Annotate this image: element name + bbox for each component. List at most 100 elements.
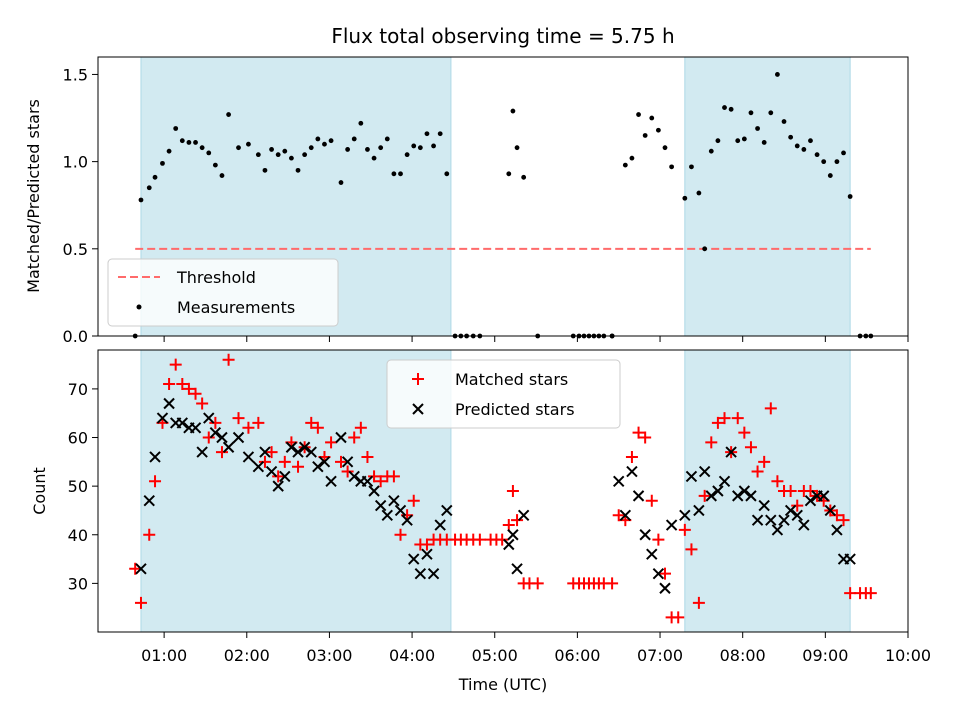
- matched-star-point: [791, 499, 804, 512]
- predicted-star-point: [401, 514, 413, 526]
- matched-star-point: [698, 489, 711, 502]
- predicted-star-point: [265, 465, 278, 478]
- x-tick-label: 04:00: [389, 646, 435, 665]
- matched-star-point: [705, 436, 718, 449]
- matched-star-point: [387, 470, 400, 483]
- predicted-star-point: [361, 475, 374, 487]
- count-points: [129, 353, 877, 624]
- matched-star-point: [222, 353, 235, 366]
- measurement-point: [226, 112, 231, 117]
- matched-star-point: [265, 446, 278, 459]
- measurement-point: [358, 120, 364, 126]
- matched-star-point: [169, 358, 182, 371]
- measurement-point: [365, 147, 370, 152]
- measurement-point: [622, 162, 628, 168]
- matched-star-point: [242, 421, 255, 434]
- matched-star-point: [473, 533, 486, 546]
- matched-star-point: [864, 587, 877, 600]
- predicted-star-point: [698, 465, 711, 478]
- measurement-point: [841, 150, 846, 156]
- predicted-star-point: [517, 509, 530, 522]
- predicted-star-point: [613, 475, 625, 487]
- predicted-star-point: [348, 470, 360, 483]
- measurement-point: [514, 145, 520, 151]
- predicted-star-point: [659, 582, 671, 594]
- measurement-point: [152, 174, 158, 180]
- matched-star-point: [784, 485, 797, 497]
- predicted-star-point: [745, 490, 757, 502]
- predicted-star-point: [765, 514, 777, 526]
- matched-star-point: [335, 455, 347, 468]
- x-axis-label: Time (UTC): [458, 675, 547, 694]
- measurements-legend-icon: [136, 304, 142, 310]
- matched-legend-label: Matched stars: [455, 370, 568, 389]
- x-tick-label: 02:00: [224, 646, 270, 665]
- measurement-point: [262, 167, 268, 173]
- matched-star-point: [612, 509, 625, 522]
- measurement-point: [315, 136, 321, 142]
- measurement-point: [236, 145, 241, 151]
- predicted-star-point: [325, 475, 337, 487]
- x-tick-label: 07:00: [637, 646, 683, 665]
- predicted-legend-icon: [412, 403, 424, 415]
- measurement-point: [345, 147, 351, 152]
- matched-star-point: [341, 465, 354, 478]
- measurement-point: [246, 141, 251, 147]
- measurement-point: [166, 148, 172, 154]
- matched-star-point: [394, 528, 407, 541]
- measurement-point: [629, 155, 635, 161]
- y-tick-label: 30: [68, 574, 88, 593]
- predicted-star-point: [824, 504, 837, 517]
- measurement-point: [722, 105, 727, 110]
- bottom-x-axis: 01:00 02:00 03:00 04:00 05:00 06:00 07:00 08:00…: [141, 632, 931, 665]
- predicted-star-point: [341, 456, 354, 468]
- measurement-point: [689, 164, 694, 170]
- y-tick-label: 50: [68, 477, 88, 496]
- predicted-star-point: [434, 519, 446, 531]
- matched-star-point: [685, 543, 698, 556]
- y-tick-label: 60: [68, 429, 88, 448]
- matched-star-point: [176, 378, 189, 391]
- predicted-star-point: [421, 548, 433, 560]
- predicted-star-point: [216, 431, 228, 444]
- matched-star-point: [632, 426, 645, 439]
- predicted-star-point: [196, 446, 208, 458]
- y-tick-label: 1.0: [63, 153, 88, 172]
- top-legend: Threshold Measurements: [107, 258, 339, 327]
- top-y-axis: 0.0 0.5 1.0 1.5: [63, 65, 98, 346]
- predicted-star-point: [222, 441, 235, 453]
- predicted-star-point: [368, 485, 380, 497]
- measurement-points: [132, 72, 874, 339]
- predicted-star-point: [374, 499, 387, 512]
- matched-star-point: [692, 596, 705, 609]
- matched-star-point: [278, 455, 291, 468]
- matched-star-point: [258, 455, 271, 468]
- measurement-point: [708, 148, 714, 154]
- measurement-point: [404, 152, 410, 158]
- predicted-star-point: [189, 422, 202, 434]
- measurement-point: [794, 143, 800, 149]
- predicted-star-point: [232, 431, 245, 444]
- predicted-star-point: [831, 524, 843, 536]
- measurement-point: [322, 141, 327, 147]
- measurement-point: [289, 155, 294, 161]
- measurement-point: [308, 145, 314, 151]
- matched-star-point: [731, 412, 744, 425]
- matched-star-point: [659, 567, 671, 580]
- matched-star-point: [348, 431, 361, 444]
- predicted-star-point: [693, 504, 705, 517]
- measurement-point: [255, 152, 261, 158]
- measurement-point: [295, 167, 301, 173]
- measurement-point: [411, 143, 417, 149]
- measurement-point: [808, 138, 813, 144]
- predicted-star-point: [163, 397, 175, 410]
- top-panel: 0.0 0.5 1.0 1.5 Matched/Predicted stars Thr…: [24, 56, 909, 346]
- matched-star-point: [506, 485, 519, 497]
- matched-star-point: [837, 514, 850, 527]
- y-tick-label: 1.5: [63, 65, 88, 84]
- predicted-star-point: [143, 495, 155, 507]
- matched-star-point: [129, 562, 142, 575]
- matched-star-point: [182, 382, 195, 395]
- measurement-point: [206, 150, 212, 156]
- measurement-point: [160, 160, 165, 166]
